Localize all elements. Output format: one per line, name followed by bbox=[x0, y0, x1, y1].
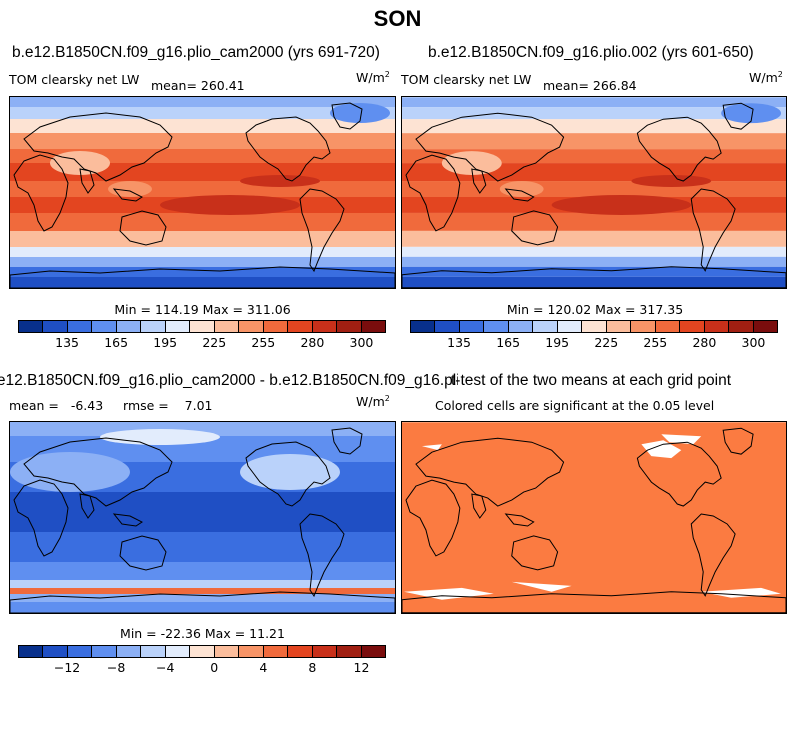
colorbar-swatch bbox=[19, 646, 44, 657]
panel-3-colorbar bbox=[18, 645, 386, 658]
colorbar-swatch bbox=[753, 321, 778, 332]
colorbar-swatch bbox=[582, 321, 607, 332]
colorbar-swatch bbox=[312, 646, 338, 657]
panel-2-min-max: Min = 120.02 Max = 317.35 bbox=[506, 302, 684, 317]
colorbar-swatch bbox=[435, 321, 460, 332]
panel-3-title: b.e12.B1850CN.f09_g16.plio_cam2000 - b.e… bbox=[0, 372, 458, 389]
colorbar-tick-label: −4 bbox=[155, 660, 175, 675]
colorbar-swatch bbox=[190, 646, 215, 657]
panel-2-mean: mean= 266.84 bbox=[543, 78, 637, 93]
panel-3-mean-rmse: mean = -6.43 rmse = 7.01 bbox=[9, 398, 213, 413]
colorbar-swatch bbox=[116, 321, 142, 332]
colorbar-swatch bbox=[165, 646, 191, 657]
panel-3-colorbar-ticks: −12 −8 −4 0 4 8 12 bbox=[18, 659, 386, 677]
colorbar-tick-label: 135 bbox=[55, 335, 79, 350]
colorbar-swatch bbox=[67, 646, 93, 657]
colorbar-swatch bbox=[263, 321, 289, 332]
colorbar-swatch bbox=[214, 646, 240, 657]
colorbar-swatch bbox=[704, 321, 730, 332]
panel-1-colorbar-ticks: 135 165 195 225 255 280 300 bbox=[18, 334, 386, 352]
panel-2-map bbox=[401, 96, 787, 289]
colorbar-swatch bbox=[361, 321, 386, 332]
colorbar-swatch bbox=[337, 646, 362, 657]
colorbar-tick-label: 280 bbox=[692, 335, 717, 350]
colorbar-tick-label: 195 bbox=[153, 335, 178, 350]
panel-1-variable-label: TOM clearsky net LW bbox=[9, 72, 140, 87]
colorbar-tick-label: 255 bbox=[643, 335, 668, 350]
colorbar-swatch bbox=[606, 321, 632, 332]
colorbar-swatch bbox=[67, 321, 93, 332]
colorbar-swatch bbox=[239, 321, 264, 332]
panel-2-colorbar-ticks: 135 165 195 225 255 280 300 bbox=[410, 334, 778, 352]
colorbar-tick-label: 4 bbox=[259, 660, 268, 675]
colorbar-swatch bbox=[680, 321, 705, 332]
colorbar-tick-label: −12 bbox=[53, 660, 81, 675]
figure-title: SON bbox=[373, 6, 422, 31]
colorbar-swatch bbox=[214, 321, 240, 332]
panel-2-variable-label: TOM clearsky net LW bbox=[401, 72, 532, 87]
colorbar-swatch bbox=[361, 646, 386, 657]
colorbar-tick-label: 280 bbox=[300, 335, 325, 350]
colorbar-swatch bbox=[288, 646, 313, 657]
colorbar-swatch bbox=[43, 321, 68, 332]
colorbar-swatch bbox=[533, 321, 558, 332]
colorbar-swatch bbox=[459, 321, 485, 332]
colorbar-swatch bbox=[92, 646, 117, 657]
panel-4-subtitle: Colored cells are significant at the 0.0… bbox=[435, 398, 715, 413]
colorbar-tick-label: 12 bbox=[353, 660, 370, 675]
colorbar-tick-label: 195 bbox=[545, 335, 570, 350]
panel-4-map bbox=[401, 421, 787, 614]
colorbar-tick-label: 135 bbox=[447, 335, 471, 350]
colorbar-swatch bbox=[92, 321, 117, 332]
colorbar-tick-label: 165 bbox=[496, 335, 521, 350]
panel-1-map bbox=[9, 96, 396, 289]
colorbar-swatch bbox=[19, 321, 44, 332]
colorbar-swatch bbox=[141, 646, 166, 657]
colorbar-swatch bbox=[508, 321, 534, 332]
colorbar-swatch bbox=[288, 321, 313, 332]
panel-3-min-max: Min = -22.36 Max = 11.21 bbox=[120, 626, 285, 641]
panel-4-title: t-test of the two means at each grid poi… bbox=[451, 372, 732, 389]
colorbar-swatch bbox=[263, 646, 289, 657]
panel-2-units: W/m2 bbox=[749, 70, 783, 86]
panel-1-min-max: Min = 114.19 Max = 311.06 bbox=[114, 302, 291, 317]
panel-1-title: b.e12.B1850CN.f09_g16.plio_cam2000 (yrs … bbox=[12, 44, 380, 61]
colorbar-swatch bbox=[116, 646, 142, 657]
colorbar-swatch bbox=[411, 321, 436, 332]
panel-1-colorbar bbox=[18, 320, 386, 333]
colorbar-tick-label: 300 bbox=[741, 335, 766, 350]
colorbar-swatch bbox=[729, 321, 754, 332]
panel-2-title: b.e12.B1850CN.f09_g16.plio.002 (yrs 601-… bbox=[428, 44, 754, 61]
colorbar-tick-label: 225 bbox=[202, 335, 227, 350]
colorbar-tick-label: 255 bbox=[251, 335, 276, 350]
colorbar-swatch bbox=[337, 321, 362, 332]
panel-1-units: W/m2 bbox=[356, 70, 390, 86]
colorbar-swatch bbox=[484, 321, 509, 332]
panel-3-map bbox=[9, 421, 396, 614]
panel-1-mean: mean= 260.41 bbox=[151, 78, 245, 93]
colorbar-tick-label: 165 bbox=[104, 335, 129, 350]
colorbar-tick-label: 8 bbox=[308, 660, 317, 675]
colorbar-tick-label: −8 bbox=[106, 660, 126, 675]
colorbar-swatch bbox=[141, 321, 166, 332]
colorbar-tick-label: 300 bbox=[349, 335, 374, 350]
colorbar-swatch bbox=[631, 321, 656, 332]
panel-3-title-clip: b.e12.B1850CN.f09_g16.plio_cam2000 - b.e… bbox=[0, 370, 458, 392]
panel-3-units: W/m2 bbox=[356, 394, 390, 410]
colorbar-swatch bbox=[655, 321, 681, 332]
colorbar-swatch bbox=[239, 646, 264, 657]
colorbar-swatch bbox=[43, 646, 68, 657]
colorbar-swatch bbox=[190, 321, 215, 332]
colorbar-tick-label: 225 bbox=[594, 335, 619, 350]
colorbar-swatch bbox=[312, 321, 338, 332]
colorbar-tick-label: 0 bbox=[210, 660, 219, 675]
colorbar-swatch bbox=[557, 321, 583, 332]
colorbar-swatch bbox=[165, 321, 191, 332]
panel-2-colorbar bbox=[410, 320, 778, 333]
